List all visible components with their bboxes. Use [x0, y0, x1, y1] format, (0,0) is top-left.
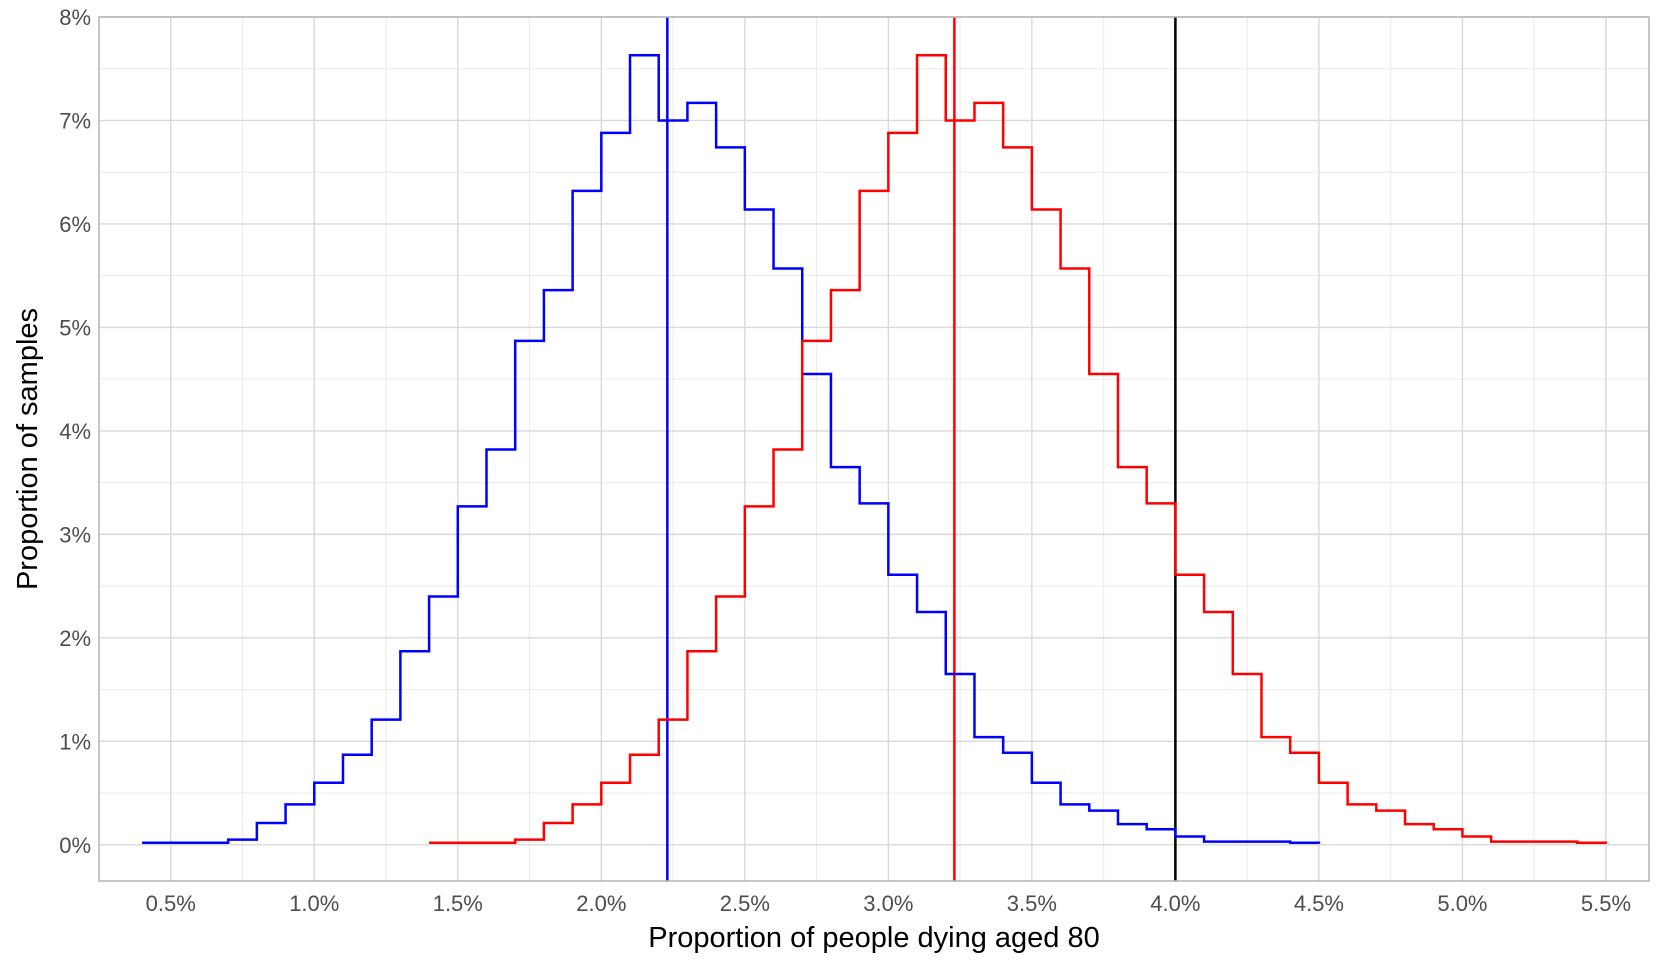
x-tick-label: 2.0% [576, 891, 626, 916]
x-tick-label: 5.0% [1437, 891, 1487, 916]
series-step-line [142, 54, 1321, 844]
y-axis-title: Proportion of samples [12, 308, 44, 590]
x-tick-label: 4.5% [1294, 891, 1344, 916]
x-tick-label: 2.5% [720, 891, 770, 916]
x-axis-title: Proportion of people dying aged 80 [648, 922, 1099, 954]
y-tick-label: 7% [59, 108, 91, 133]
y-tick-label: 6% [59, 212, 91, 237]
x-tick-label: 3.0% [863, 891, 913, 916]
y-tick-label: 5% [59, 315, 91, 340]
major-gridlines [99, 16, 1649, 881]
series-step-line [429, 54, 1608, 844]
y-tick-label: 4% [59, 419, 91, 444]
y-tick-label: 0% [59, 833, 91, 858]
y-tick-label: 8% [59, 5, 91, 30]
y-tick-label: 3% [59, 522, 91, 547]
y-axis-tick-labels: 0% 1% 2% 3% 4% 5% 6% 7% 8% [59, 5, 91, 858]
x-tick-label: 1.5% [433, 891, 483, 916]
x-tick-label: 0.5% [146, 891, 196, 916]
x-tick-label: 4.0% [1150, 891, 1200, 916]
x-tick-label: 3.5% [1007, 891, 1057, 916]
series-lines [142, 54, 1608, 844]
x-tick-label: 1.0% [289, 891, 339, 916]
reference-lines [666, 17, 1177, 881]
x-tick-label: 5.5% [1581, 891, 1631, 916]
y-tick-label: 1% [59, 729, 91, 754]
plot-panel-border [98, 16, 1650, 882]
y-tick-label: 2% [59, 626, 91, 651]
minor-gridlines [99, 17, 1649, 881]
x-axis-tick-labels: 0.5% 1.0% 1.5% 2.0% 2.5% 3.0% 3.5% 4.0% 4.5% 5.0%… [146, 891, 1631, 916]
